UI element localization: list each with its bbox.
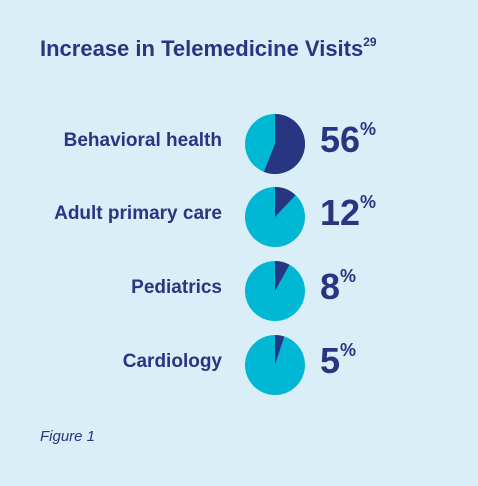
row-label: Cardiology [122, 351, 222, 372]
pie-chart [245, 335, 305, 395]
value-number: 5 [320, 340, 341, 381]
row-behavioral-health: Behavioral health 56% [0, 112, 478, 176]
row-value: 8% [320, 266, 357, 307]
percent-sign: % [360, 192, 377, 212]
row-adult-primary-care: Adult primary care 12% [0, 185, 478, 249]
pie-slice [275, 261, 290, 291]
value-number: 12 [320, 192, 361, 233]
pie-slice [275, 187, 296, 217]
row-label: Pediatrics [131, 277, 222, 298]
value-number: 8 [320, 266, 341, 307]
percent-sign: % [360, 119, 377, 139]
title-reference: 29 [363, 34, 377, 49]
row-label: Behavioral health [63, 130, 222, 151]
percent-sign: % [340, 266, 357, 286]
row-value: 56% [320, 119, 377, 160]
pie-chart [245, 187, 305, 247]
chart-title: Increase in Telemedicine Visits29 [40, 34, 377, 62]
row-cardiology: Cardiology 5% [0, 333, 478, 397]
figure-caption: Figure 1 [40, 428, 96, 445]
pie-chart [245, 261, 305, 321]
row-value: 12% [320, 192, 377, 233]
row-label: Adult primary care [54, 203, 222, 224]
chart-title-text: Increase in Telemedicine Visits [40, 36, 364, 61]
value-number: 56 [320, 119, 361, 160]
percent-sign: % [340, 340, 357, 360]
pie-slice [263, 114, 306, 174]
row-value: 5% [320, 340, 357, 381]
pie-slice [275, 335, 285, 365]
pie-chart [245, 114, 306, 174]
row-pediatrics: Pediatrics 8% [0, 259, 478, 323]
